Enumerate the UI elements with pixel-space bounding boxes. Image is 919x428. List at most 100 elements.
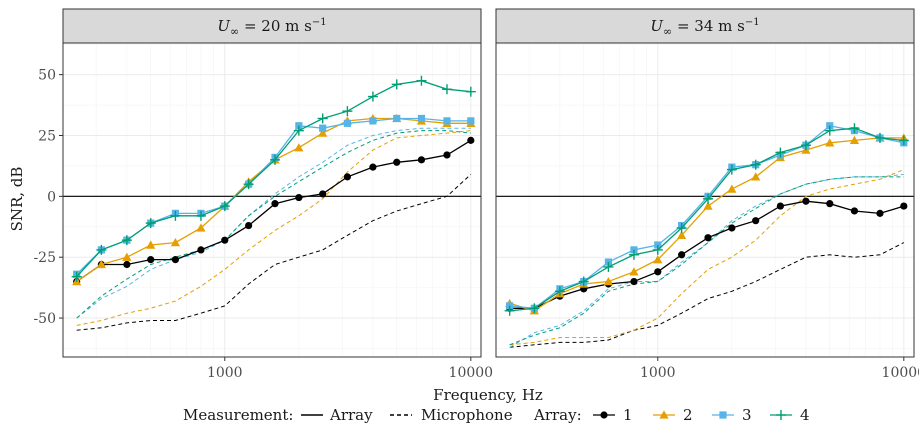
data-point-array-2 [170, 237, 181, 247]
data-point-array-4 [367, 91, 378, 102]
data-point-array-1 [123, 260, 131, 269]
data-point-array-1 [654, 268, 662, 276]
y-tick-label: 50 [38, 68, 56, 84]
data-point-array-2 [825, 138, 835, 147]
data-point-array-1 [343, 173, 351, 181]
data-point-array-3 [417, 114, 426, 123]
data-point-array-1 [630, 277, 638, 286]
data-point-array-4 [504, 305, 515, 316]
series-line-microphone-2 [509, 169, 904, 346]
data-point-array-1 [271, 200, 279, 208]
data-point-array-1 [826, 200, 834, 208]
panel-border [62, 42, 482, 358]
data-point-array-4 [676, 222, 687, 233]
data-point-array-4 [603, 261, 614, 272]
data-point-array-4 [465, 86, 476, 97]
data-point-array-1 [900, 202, 908, 210]
data-point-array-2 [727, 184, 737, 193]
data-point-array-1 [678, 251, 686, 259]
x-tick-label: 10000 [882, 365, 919, 381]
legend-measurement-title: Measurement: [183, 406, 293, 424]
series-line-microphone-1 [509, 242, 905, 348]
data-point-array-1 [876, 209, 884, 217]
data-point-array-1 [221, 236, 229, 244]
series-line-microphone-3 [76, 127, 471, 319]
legend-label-microphone: Microphone [421, 406, 513, 424]
data-point-array-1 [417, 156, 426, 164]
panel-strip [495, 8, 915, 44]
data-point-array-4 [441, 84, 452, 95]
data-point-array-4 [243, 179, 254, 190]
data-point-array-1 [171, 256, 180, 264]
panel-1: U∞ = 20 m s−1 1000 10000 -50 -25 0 25 50 [33, 8, 493, 381]
data-point-array-2 [603, 276, 614, 286]
series-line-microphone-3 [509, 173, 904, 348]
data-point-array-1 [245, 221, 253, 230]
data-point-array-1 [467, 136, 475, 144]
legend-key-marker-2 [659, 410, 669, 419]
panel-2: U∞ = 34 m s−1 1000 10000 [495, 8, 919, 381]
legend-label-1: 1 [623, 406, 633, 424]
panel-strip [62, 8, 482, 44]
data-point-array-1 [704, 234, 712, 242]
data-point-array-3 [343, 119, 351, 127]
data-point-array-2 [146, 240, 156, 249]
data-point-array-3 [393, 114, 401, 123]
data-point-array-4 [293, 125, 304, 136]
data-point-array-1 [728, 224, 736, 232]
data-point-array-4 [898, 135, 909, 146]
data-point-array-4 [96, 244, 107, 255]
panel-title: U∞ = 34 m s−1 [650, 17, 759, 38]
data-point-array-4 [874, 132, 885, 143]
data-point-array-4 [652, 244, 663, 255]
data-point-array-4 [121, 235, 132, 246]
data-point-array-4 [71, 271, 82, 282]
data-point-array-4 [195, 210, 206, 221]
data-point-array-2 [122, 252, 132, 261]
legend-key-marker-4 [776, 410, 786, 420]
data-point-array-3 [443, 117, 451, 125]
legend-label-4: 4 [800, 406, 810, 424]
data-point-array-4 [578, 276, 589, 287]
data-point-array-4 [849, 123, 860, 134]
data-point-array-1 [802, 197, 810, 205]
panel-border [495, 42, 915, 358]
panel-title: U∞ = 20 m s−1 [217, 17, 326, 38]
data-point-array-2 [294, 143, 304, 152]
y-tick-label: 0 [47, 189, 56, 205]
data-point-array-4 [775, 147, 786, 158]
data-point-array-4 [529, 303, 540, 314]
data-point-array-4 [342, 106, 353, 117]
data-point-array-3 [319, 124, 327, 132]
data-point-array-1 [147, 256, 155, 264]
data-point-array-1 [850, 207, 859, 215]
y-tick-label: -50 [33, 311, 56, 327]
data-point-array-2 [677, 230, 687, 239]
data-point-array-1 [752, 217, 760, 225]
data-point-array-3 [467, 117, 475, 125]
x-tick-label: 1000 [207, 365, 243, 381]
data-point-array-4 [750, 159, 761, 170]
data-point-array-1 [393, 158, 401, 166]
data-point-array-4 [800, 140, 811, 151]
y-tick-label: 25 [38, 128, 56, 144]
data-point-array-2 [751, 172, 761, 181]
y-tick-label: -25 [33, 250, 56, 266]
legend: Measurement: Array Microphone Array: 1 2 3… [183, 406, 810, 424]
x-axis-title: Frequency, Hz [433, 386, 543, 404]
data-point-array-2 [629, 267, 639, 276]
data-point-array-2 [196, 223, 206, 232]
panels: U∞ = 20 m s−1 1000 10000 -50 -25 0 25 50 U∞ = 34… [33, 8, 919, 381]
data-point-array-1 [319, 190, 327, 198]
legend-array-keys: 1 2 3 4 [593, 406, 810, 424]
data-point-array-1 [369, 163, 377, 171]
data-point-array-4 [554, 286, 565, 297]
data-point-array-4 [391, 79, 402, 90]
legend-label-array: Array [329, 406, 373, 424]
series-line-microphone-1 [76, 174, 472, 331]
data-point-array-2 [318, 128, 328, 137]
data-point-array-4 [824, 125, 835, 136]
data-point-array-1 [197, 246, 205, 254]
data-point-array-4 [628, 249, 639, 260]
